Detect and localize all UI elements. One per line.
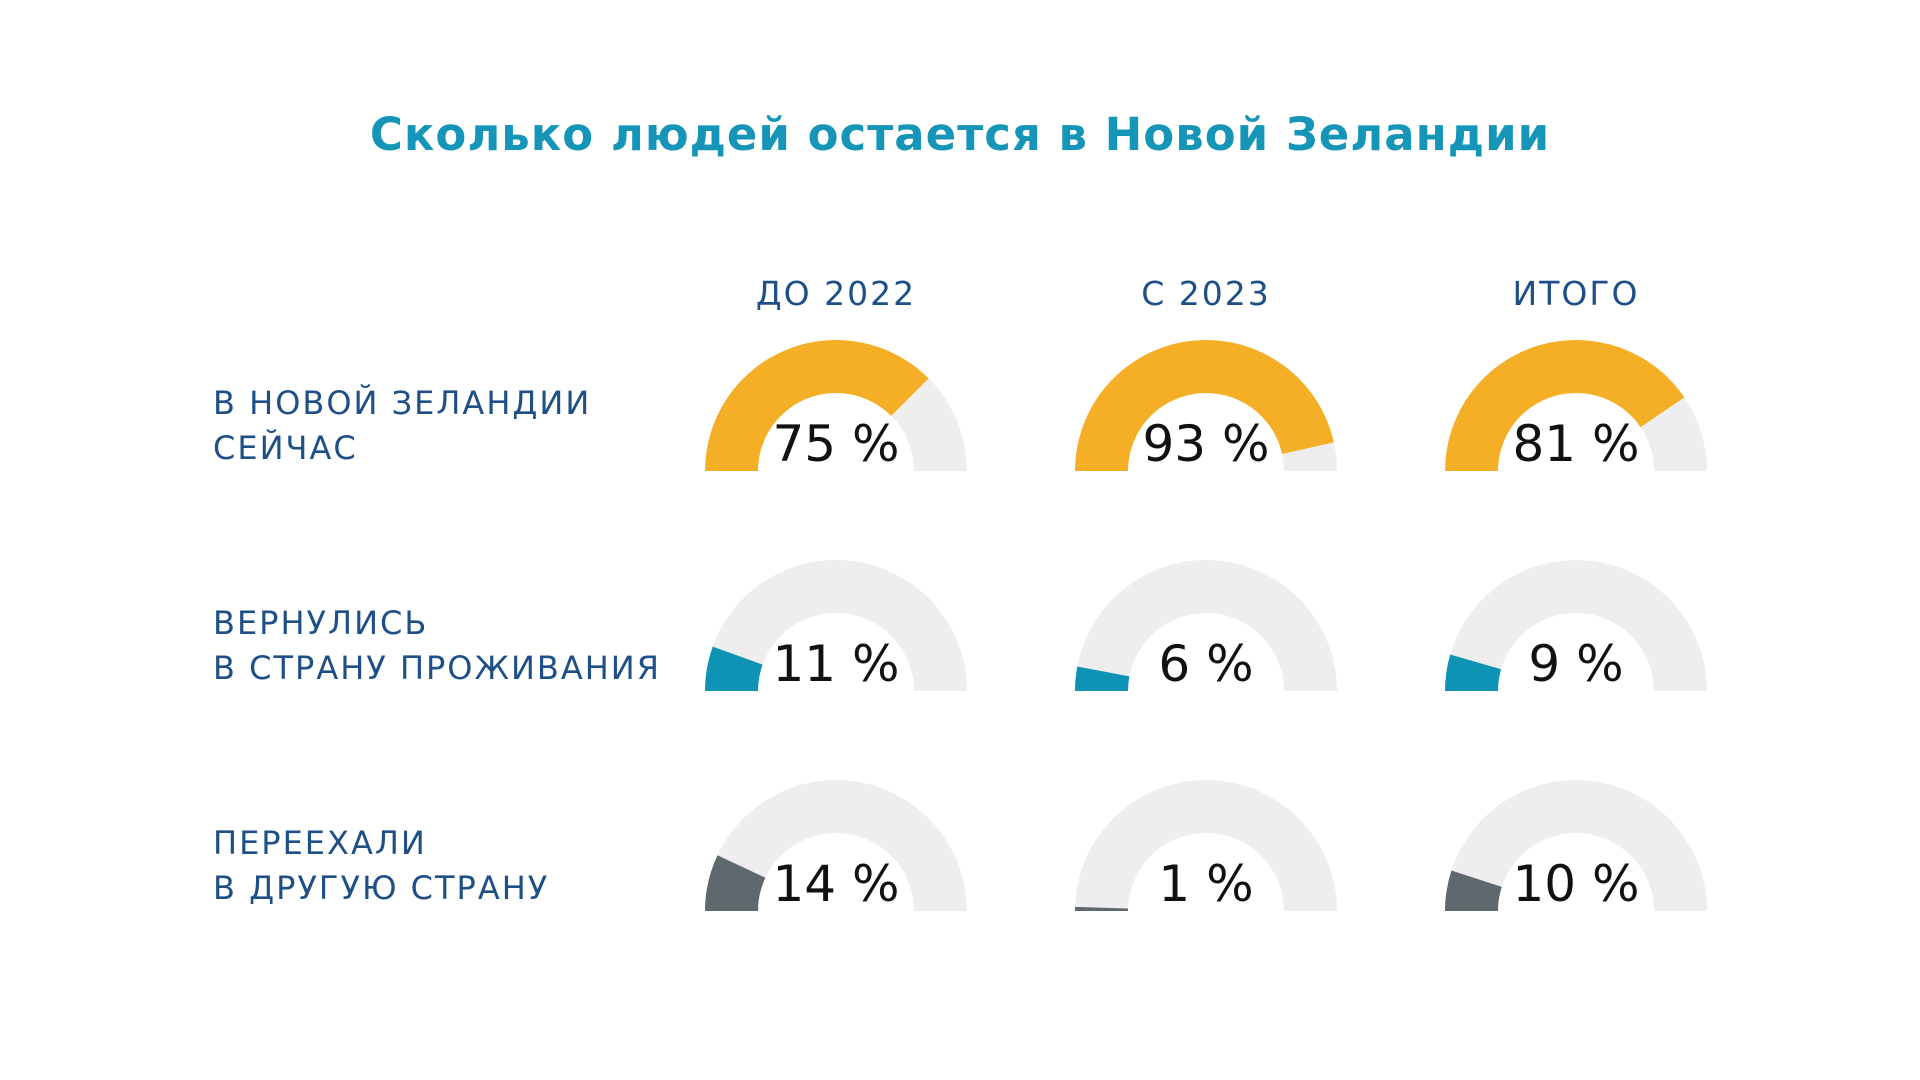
gauge-value-label: 9 % — [1528, 635, 1623, 693]
row-label-moved: ПЕРЕЕХАЛИ В ДРУГУЮ СТРАНУ — [213, 821, 549, 911]
row-label-line: ВЕРНУЛИСЬ — [213, 604, 429, 642]
gauge-value-label: 10 % — [1512, 855, 1639, 913]
row-label-line: ПЕРЕЕХАЛИ — [213, 824, 427, 862]
gauge-track — [1077, 559, 1337, 691]
gauge-value-label: 1 % — [1158, 855, 1253, 913]
gauge-value-arc — [705, 855, 766, 911]
column-header-before-2022: ДО 2022 — [755, 274, 917, 313]
column-header-total: ИТОГО — [1512, 274, 1640, 313]
row-label-line: В СТРАНУ ПРОЖИВАНИЯ — [213, 649, 661, 687]
row-label-in-nz: В НОВОЙ ЗЕЛАНДИИ СЕЙЧАС — [213, 381, 591, 471]
gauge-value-label: 6 % — [1158, 635, 1253, 693]
gauge-value-arc — [1075, 666, 1130, 691]
gauge-track — [891, 378, 967, 471]
gauge-track — [1640, 397, 1707, 471]
gauge-value-label: 93 % — [1142, 415, 1269, 473]
gauge-track — [1282, 442, 1337, 471]
gauge-value-arc — [1445, 654, 1502, 691]
gauge-track — [1450, 560, 1707, 691]
gauge-value-arc — [705, 340, 929, 471]
row-label-line: В НОВОЙ ЗЕЛАНДИИ — [213, 384, 592, 422]
column-header-since-2023: С 2023 — [1141, 274, 1271, 313]
gauge-track — [712, 559, 967, 691]
gauge-value-label: 11 % — [772, 635, 899, 693]
row-label-returned: ВЕРНУЛИСЬ В СТРАНУ ПРОЖИВАНИЯ — [213, 601, 661, 691]
row-label-line: СЕЙЧАС — [213, 429, 358, 467]
row-label-line: В ДРУГУЮ СТРАНУ — [213, 869, 550, 907]
gauge-track — [1075, 780, 1337, 911]
gauge-value-arc — [1075, 906, 1129, 911]
gauge-value-arc — [705, 646, 763, 691]
gauge-track — [717, 780, 967, 911]
gauge-value-label: 14 % — [772, 855, 899, 913]
chart-title: Сколько людей остается в Новой Зеландии — [369, 108, 1551, 161]
gauge-value-arc — [1445, 340, 1685, 471]
gauge-value-label: 75 % — [772, 415, 899, 473]
gauge-track — [1451, 780, 1707, 911]
gauge-value-arc — [1445, 870, 1502, 911]
gauge-value-arc — [1075, 339, 1334, 471]
gauge-value-label: 81 % — [1512, 415, 1639, 473]
